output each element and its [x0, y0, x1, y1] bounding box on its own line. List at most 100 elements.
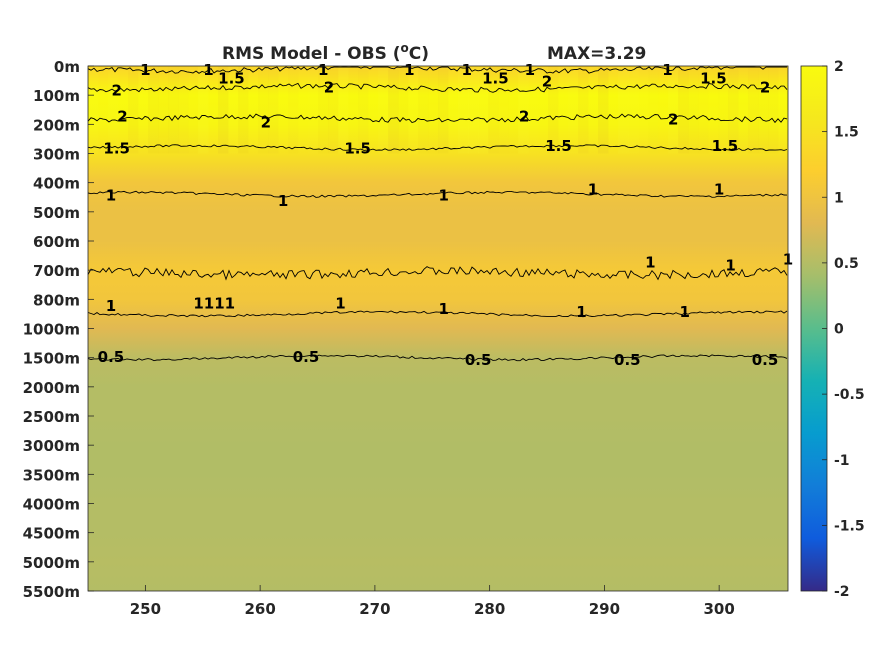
variation-streak — [318, 66, 329, 154]
variation-streak — [408, 66, 419, 154]
variation-streak — [158, 66, 169, 154]
contour-label: 1 — [318, 61, 328, 79]
variation-streak — [358, 66, 369, 154]
contour-label: 1 — [714, 181, 724, 199]
contour-label: 2 — [324, 78, 334, 96]
y-tick-label: 2000m — [23, 379, 80, 397]
contour-label: 1 — [106, 297, 116, 315]
contour-label: 1 — [588, 181, 598, 199]
x-tick-label: 290 — [589, 600, 620, 618]
variation-streak — [128, 66, 139, 154]
contour-labels: 1 1 1.5 121 1 1.5 121 1.5 222 2 2 21.5 1.5 1.5 1.51 1 1 1… — [98, 61, 794, 369]
variation-streak — [468, 66, 479, 154]
y-tick-label: 1500m — [23, 350, 80, 368]
variation-streak — [188, 66, 199, 154]
contour-label: 1.5 — [482, 70, 509, 88]
colorbar-tick-label: 1.5 — [834, 125, 859, 141]
colorbar-tick-label: 0.5 — [834, 256, 859, 272]
longitudinal-variation-overlay — [88, 66, 789, 154]
colorbar-tick-label: 2 — [834, 59, 844, 75]
chart-title: RMS Model - OBS (oC) — [222, 41, 429, 64]
contour-label: 1 — [203, 61, 213, 79]
contour-label: 2 — [542, 73, 552, 91]
contour-label: 1 — [404, 61, 414, 79]
y-tick-label: 3500m — [23, 466, 80, 484]
y-tick-label: 800m — [33, 291, 80, 309]
variation-streak — [308, 66, 319, 154]
y-tick-label: 400m — [33, 175, 80, 193]
variation-streak — [448, 66, 459, 154]
contour-label: 1 — [106, 186, 116, 204]
contour-label: 0.5 — [293, 348, 320, 366]
variation-streak — [238, 66, 249, 154]
variation-streak — [148, 66, 159, 154]
variation-streak — [778, 66, 789, 154]
contour-label: 1 — [335, 294, 345, 312]
variation-streak — [728, 66, 739, 154]
variation-streak — [328, 66, 339, 154]
y-tick-label: 5000m — [23, 554, 80, 572]
variation-streak — [298, 66, 309, 154]
contour-label: 0.5 — [614, 351, 641, 369]
variation-streak — [578, 66, 589, 154]
variation-streak — [108, 66, 119, 154]
variation-streak — [338, 66, 349, 154]
contour-label: 1 — [662, 61, 672, 79]
contour-label: 1 — [140, 61, 150, 79]
variation-streak — [488, 66, 499, 154]
contour-label: 0.5 — [98, 348, 125, 366]
contour-lines — [87, 66, 788, 362]
variation-streak — [758, 66, 769, 154]
y-tick-label: 4000m — [23, 496, 80, 514]
y-tick-label: 700m — [33, 262, 80, 280]
variation-streak — [388, 66, 399, 154]
y-tick-label: 3000m — [23, 437, 80, 455]
contour-label: 1 — [439, 186, 449, 204]
x-tick-label: 270 — [359, 600, 390, 618]
variation-streak — [548, 66, 559, 154]
variation-streak — [678, 66, 689, 154]
depth-field-heatmap — [88, 66, 788, 591]
variation-streak — [178, 66, 189, 154]
colorbar-tick-label: -2 — [834, 584, 850, 600]
contour-label: 1 — [278, 192, 288, 210]
contour-label: 2 — [261, 113, 271, 131]
variation-streak — [438, 66, 449, 154]
contour-label: 1 — [725, 256, 735, 274]
variation-streak — [398, 66, 409, 154]
variation-streak — [668, 66, 679, 154]
y-tick-label: 300m — [33, 146, 80, 164]
variation-streak — [248, 66, 259, 154]
variation-streak — [628, 66, 639, 154]
variation-streak — [748, 66, 759, 154]
contour-label: 1.5 — [344, 140, 371, 158]
variation-streak — [478, 66, 489, 154]
colorbar-tick-label: -1 — [834, 453, 850, 469]
x-axis-ticks: 250 260 270 280 290 300 — [130, 585, 735, 618]
contour-label: 2 — [111, 81, 121, 99]
contour-line-1.5 — [87, 144, 788, 152]
contour-line-1 — [87, 266, 788, 281]
variation-streak — [568, 66, 579, 154]
variation-streak — [88, 66, 99, 154]
contour-line-2 — [87, 113, 788, 124]
variation-streak — [598, 66, 609, 154]
contour-line-1 — [87, 190, 788, 198]
y-tick-label: 2500m — [23, 408, 80, 426]
contour-label: 1.5 — [545, 137, 572, 155]
y-tick-label: 200m — [33, 116, 80, 134]
variation-streak — [378, 66, 389, 154]
colorbar-tick-label: -0.5 — [834, 387, 865, 403]
variation-streak — [258, 66, 269, 154]
contour-label: 1111 — [193, 294, 235, 312]
x-tick-label: 250 — [130, 600, 161, 618]
contour-label: 2 — [117, 108, 127, 126]
contour-label: 1.5 — [712, 137, 739, 155]
variation-streak — [198, 66, 209, 154]
variation-streak — [588, 66, 599, 154]
variation-streak — [608, 66, 619, 154]
variation-streak — [658, 66, 669, 154]
contour-label: 1 — [680, 303, 690, 321]
y-tick-label: 0m — [54, 58, 80, 76]
